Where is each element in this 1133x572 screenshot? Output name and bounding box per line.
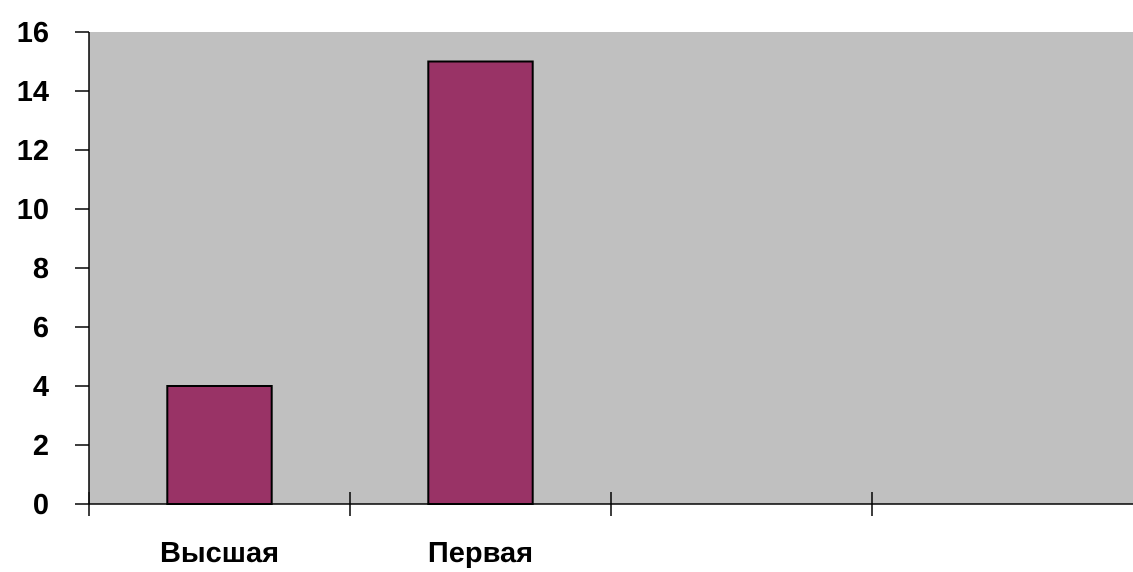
y-tick-label: 12 <box>17 135 49 167</box>
y-tick-label: 0 <box>33 489 49 521</box>
y-tick-label: 2 <box>33 430 49 462</box>
bar <box>427 60 534 505</box>
bars-group <box>166 60 534 505</box>
y-tick-label: 14 <box>17 76 49 108</box>
y-tick-label: 4 <box>33 371 49 403</box>
y-tick-label: 10 <box>17 194 49 226</box>
y-tick-label: 6 <box>33 312 49 344</box>
y-tick-label: 16 <box>17 17 49 49</box>
x-category-label: Высшая <box>160 537 279 569</box>
y-axis: 0 2 4 6 8 10 12 14 16 <box>17 17 90 521</box>
bar <box>166 385 273 505</box>
x-category-label: Первая <box>428 537 533 569</box>
y-tick-label: 8 <box>33 253 49 285</box>
